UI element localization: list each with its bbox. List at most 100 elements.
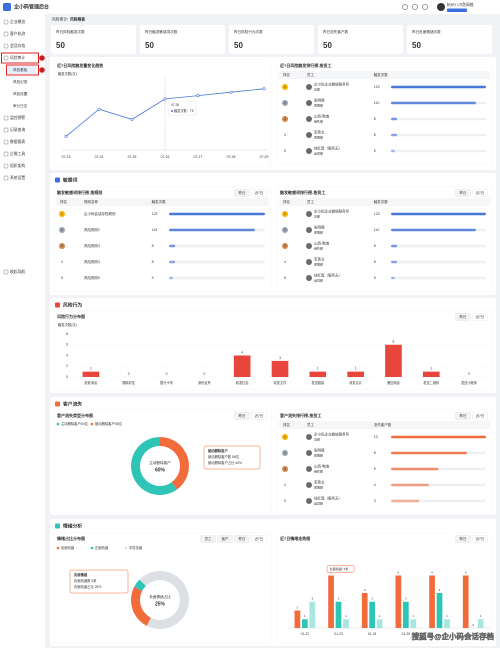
value-label: 0 [468,372,470,376]
tab-label[interactable]: 近7日 [255,413,264,418]
user-name[interactable]: 杭州八爪鱼网络 [447,2,474,7]
nav-subitem[interactable]: 风险设置 [13,91,28,96]
legend-label: 正面情绪 [95,545,109,550]
chart-title: 情绪占比分布图 [56,535,85,541]
tab-label[interactable]: 昨日 [460,536,467,541]
tab[interactable] [251,535,267,543]
bar [422,371,440,377]
legend-label: 负面情绪 [61,545,75,550]
staff-dept: 总部 [314,213,320,218]
value-label: 3 [311,597,313,601]
donut-center-label: 主动删除客户 [149,460,171,465]
rank: 3 [284,244,286,248]
tab-label[interactable]: 近7日 [476,190,485,195]
staff-dept: 销售部 [314,245,323,250]
nav-item[interactable]: 企业概览 [10,19,25,24]
nav-icon [3,163,9,169]
tab[interactable] [251,412,267,420]
highlight-box [6,64,39,76]
tab-label[interactable]: 近7日 [476,314,485,319]
tab[interactable] [234,189,250,197]
tab-label[interactable]: 近7日 [255,536,264,541]
logo-icon [3,3,11,11]
nav-item[interactable]: 监控预警 [10,115,25,120]
tab-label[interactable]: 昨日 [239,190,246,195]
tab-label[interactable]: 昨日 [239,536,246,541]
tab[interactable] [472,412,488,420]
icon-help[interactable] [402,4,408,10]
nav-item[interactable]: 会话存档 [10,43,25,48]
nav-item[interactable]: 客户轨迹 [10,31,25,36]
tab-label[interactable]: 近7日 [476,413,485,418]
bar [390,435,486,439]
bar [390,149,395,153]
tooltip-dot [171,110,173,112]
tab[interactable] [472,189,488,197]
icon-bell[interactable] [412,4,418,10]
rank: 3 [284,117,286,121]
tab[interactable] [472,313,488,321]
tab-label[interactable]: 昨日 [460,413,467,418]
rank-medal [282,211,288,217]
tab[interactable] [251,189,267,197]
rank: 4 [284,260,286,264]
donut-slice [139,571,189,629]
tab[interactable] [200,535,216,543]
tab[interactable] [217,535,233,543]
x-tick-label: 收发名片 [349,380,362,385]
nav-item[interactable]: 系统设置 [10,175,25,180]
bar [390,276,395,280]
chart-title: 近7日风险触发量变化趋势 [57,62,103,68]
tab-label[interactable]: 昨日 [460,314,467,319]
nav-item[interactable]: 风险审计 [10,55,25,60]
column-header: 触发次数 [152,199,166,204]
x-tick-label: 07-29 [260,155,269,159]
bar [402,601,409,628]
tab[interactable] [234,535,250,543]
row-value: 5 [374,467,376,471]
legend-dot [124,546,128,550]
x-tick-label: 07-27 [194,155,203,159]
value-label: 6 [465,570,467,574]
value-label: 6 [431,570,433,574]
nav-item[interactable]: 企微工具 [10,151,25,156]
badge-label: 1 [41,56,43,60]
tab[interactable] [234,412,250,420]
table-header [279,421,490,429]
tab[interactable] [455,412,471,420]
staff-name: 张明德 [314,448,325,453]
avatar[interactable] [437,3,445,11]
staff-name: 李英文 [314,130,325,135]
breadcrumb-item[interactable]: 风险审计 [52,17,67,22]
tab-label[interactable]: 近7日 [476,536,485,541]
rank: 1 [284,435,286,439]
nav-subitem[interactable]: 审计日志 [13,103,28,108]
tab-label[interactable]: 昨日 [460,190,467,195]
tab[interactable] [455,189,471,197]
tab-label[interactable]: 近7日 [255,190,264,195]
tab[interactable] [472,535,488,543]
tab-label[interactable]: 员工 [205,537,212,541]
tab-label[interactable]: 昨日 [239,413,246,418]
value-label: 0 [472,623,474,627]
nav-item[interactable]: 数据报表 [10,139,25,144]
trend-point [262,87,266,91]
bar [271,360,289,377]
sub-panel [53,532,272,644]
tab-label[interactable]: 客户 [222,536,229,541]
tab[interactable] [455,535,471,543]
nav-subitem[interactable]: 风险记录 [13,79,28,84]
bar [429,575,435,628]
bar [395,575,402,628]
stat-value: 50 [145,41,154,50]
staff-name: 李英文 [314,480,325,485]
nav-item[interactable]: 记录查询 [10,127,25,132]
icon-message[interactable] [422,4,428,10]
nav-item[interactable]: 组织架构 [10,163,25,168]
nav-subitem[interactable]: 风险看板 [13,67,28,72]
x-tick-label: 07-23 [62,155,71,159]
tab[interactable] [455,313,471,321]
nav-collapse[interactable]: 收起导航 [10,269,25,274]
rank: 2 [284,101,286,105]
staff-avatar [306,84,312,90]
